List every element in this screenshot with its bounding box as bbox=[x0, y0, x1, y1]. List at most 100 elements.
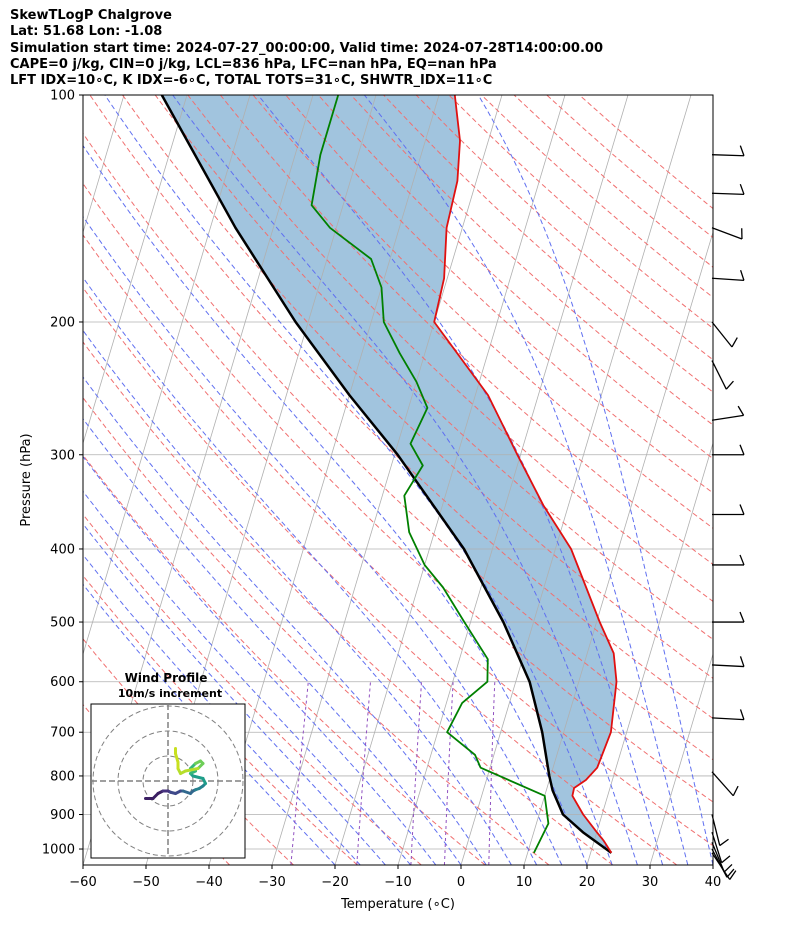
moist-adiabat-line bbox=[83, 144, 588, 865]
time-line: Simulation start time: 2024-07-27_00:00:… bbox=[10, 40, 603, 56]
dewpoint-line bbox=[310, 95, 550, 854]
moist-adiabat-line bbox=[172, 95, 638, 865]
isotherm-line bbox=[83, 95, 251, 656]
wind-barb bbox=[711, 269, 745, 282]
parcel-profile-line bbox=[160, 95, 613, 854]
hodograph-segment bbox=[174, 752, 180, 764]
chart-header: SkewTLogP Chalgrove Lat: 51.68 Lon: -1.0… bbox=[10, 8, 790, 89]
wind-barb bbox=[712, 554, 745, 566]
y-tick-label: 1000 bbox=[42, 843, 75, 858]
y-axis-label: Pressure (hPa) bbox=[19, 433, 34, 526]
dry-adiabat-line bbox=[83, 513, 422, 865]
dry-adiabat-line bbox=[83, 182, 713, 803]
dry-adiabat-line bbox=[285, 95, 713, 494]
moist-adiabat-line bbox=[83, 490, 411, 865]
wind-barb bbox=[711, 321, 738, 348]
y-tick-label: 900 bbox=[50, 808, 75, 823]
moist-adiabat-line bbox=[83, 583, 336, 865]
dry-adiabat-line bbox=[83, 286, 678, 865]
wind-barb bbox=[711, 656, 745, 668]
y-tick-label: 200 bbox=[50, 315, 75, 330]
wind-barb bbox=[711, 183, 745, 195]
y-tick-label: 600 bbox=[50, 675, 75, 690]
x-tick-label: −20 bbox=[321, 875, 348, 890]
isotherm-line bbox=[649, 652, 713, 865]
wind-barb bbox=[711, 227, 743, 240]
moist-adiabat-line bbox=[477, 95, 713, 865]
y-tick-label: 500 bbox=[50, 616, 75, 631]
dry-adiabat-line bbox=[122, 95, 713, 679]
dry-adiabat-line bbox=[83, 132, 713, 761]
y-axis-ticks: 1000 900 800 700 600 500 400 300 200 100 bbox=[42, 89, 83, 858]
dry-adiabat-line bbox=[317, 95, 713, 460]
indices-line-2: LFT IDX=10∘C, K IDX=-6∘C, TOTAL TOTS=31∘… bbox=[10, 73, 493, 89]
x-tick-label: −30 bbox=[258, 875, 285, 890]
isotherm-line bbox=[523, 230, 713, 865]
location-line: Lat: 51.68 Lon: -1.08 bbox=[10, 24, 163, 40]
wind-barb bbox=[711, 709, 745, 721]
cape-cin-fill bbox=[161, 95, 617, 853]
moist-adiabat-line bbox=[83, 276, 538, 865]
mixing-ratio-lines bbox=[290, 681, 496, 865]
mixing-ratio-line bbox=[443, 681, 454, 865]
wind-barb bbox=[711, 360, 734, 390]
indices-line-1: CAPE=0 j/kg, CIN=0 j/kg, LCL=836 hPa, LF… bbox=[10, 56, 497, 72]
x-tick-label: 10 bbox=[516, 875, 533, 890]
x-tick-label: −40 bbox=[195, 875, 222, 890]
mixing-ratio-line bbox=[290, 681, 309, 865]
isotherm-line bbox=[271, 95, 503, 865]
moist-adiabat-line bbox=[83, 455, 437, 865]
mixing-ratio-line bbox=[488, 681, 496, 865]
chart-title: SkewTLogP Chalgrove bbox=[10, 8, 172, 23]
moist-adiabat-line bbox=[363, 95, 689, 865]
dry-adiabat-line bbox=[579, 95, 713, 210]
hodograph-segment bbox=[191, 774, 205, 780]
wind-profile-inset: Wind Profile 10m/s increment bbox=[90, 671, 246, 859]
wind-barb bbox=[711, 848, 735, 878]
moist-adiabat-line bbox=[83, 523, 386, 865]
wind-barb bbox=[711, 405, 745, 421]
x-tick-label: 30 bbox=[642, 875, 659, 890]
isotherm-line bbox=[83, 95, 125, 234]
dry-adiabat-line bbox=[83, 396, 550, 865]
x-axis-label: Temperature (∘C) bbox=[340, 897, 455, 912]
x-tick-label: −10 bbox=[384, 875, 411, 890]
y-tick-label: 100 bbox=[50, 89, 75, 104]
y-tick-label: 400 bbox=[50, 542, 75, 557]
x-tick-label: −60 bbox=[69, 875, 96, 890]
hodograph-segment bbox=[184, 767, 200, 773]
isotherm-line bbox=[397, 95, 629, 865]
y-tick-label: 300 bbox=[50, 448, 75, 463]
y-tick-label: 700 bbox=[50, 726, 75, 741]
x-tick-label: 40 bbox=[705, 875, 722, 890]
moist-adiabat-line bbox=[83, 215, 563, 865]
x-tick-label: 20 bbox=[579, 875, 596, 890]
wind-barb bbox=[711, 145, 745, 157]
wind-barb bbox=[711, 771, 739, 797]
x-tick-label: −50 bbox=[132, 875, 159, 890]
moist-adiabat-line bbox=[104, 95, 613, 865]
isotherm-line bbox=[83, 95, 188, 445]
isotherm-line bbox=[586, 441, 713, 865]
wind-barb bbox=[711, 832, 731, 864]
mixing-ratio-line bbox=[410, 681, 422, 865]
wind-barb bbox=[712, 504, 745, 516]
moist-adiabat-line bbox=[83, 417, 462, 865]
moist-adiabat-line bbox=[83, 329, 512, 865]
dry-adiabat-line bbox=[83, 341, 614, 865]
inset-title: Wind Profile bbox=[125, 671, 208, 685]
isotherm-line bbox=[460, 95, 692, 865]
wind-barb bbox=[712, 444, 745, 456]
sounding-profiles bbox=[160, 95, 618, 854]
isotherm-line bbox=[334, 95, 566, 865]
dry-adiabat-line bbox=[154, 95, 713, 640]
wind-barbs bbox=[711, 145, 745, 880]
moist-adiabat-line bbox=[83, 376, 487, 865]
y-tick-label: 800 bbox=[50, 769, 75, 784]
dry-adiabat-line bbox=[89, 95, 713, 720]
inset-subtitle: 10m/s increment bbox=[118, 687, 222, 700]
wind-barb bbox=[711, 852, 737, 880]
temperature-line bbox=[433, 95, 618, 854]
dry-adiabat-line bbox=[83, 234, 713, 847]
